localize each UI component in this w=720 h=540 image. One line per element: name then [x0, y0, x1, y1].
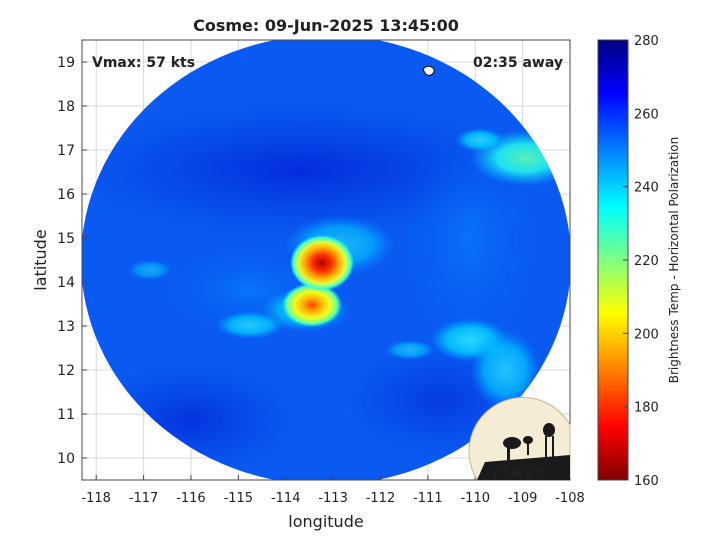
- y-tick-label: 12: [57, 363, 75, 379]
- x-tick-label: -116: [176, 491, 206, 506]
- colorbar-tick-label: 280: [634, 34, 659, 49]
- y-tick-label: 16: [57, 187, 75, 203]
- time-label: 02:35 away: [473, 55, 563, 71]
- colorbar: 280 260 240 220 200 180 160 Brightness Temp - …: [597, 34, 681, 489]
- y-tick-labels: 10 11 12 13 14 15 16 17 18 19: [57, 55, 87, 467]
- x-axis-label: longitude: [288, 512, 363, 531]
- colorbar-tick-label: 160: [634, 474, 659, 489]
- y-tick-label: 11: [57, 407, 75, 423]
- y-tick-label: 13: [57, 319, 75, 335]
- colorbar-tick-label: 220: [634, 254, 659, 269]
- colorbar-tick-label: 200: [634, 327, 659, 342]
- x-tick-label: -108: [555, 491, 585, 506]
- colorbar-label: Brightness Temp - Horizontal Polarizatio…: [667, 137, 681, 384]
- chart-title: Cosme: 09-Jun-2025 13:45:00: [193, 16, 459, 35]
- y-tick-label: 19: [57, 55, 75, 71]
- x-tick-label: -117: [129, 491, 159, 506]
- x-tick-label: -118: [81, 491, 111, 506]
- coastline-island: [422, 65, 435, 76]
- colorbar-tick-label: 180: [634, 401, 659, 416]
- y-tick-label: 18: [57, 99, 75, 115]
- x-tick-label: -111: [413, 491, 443, 506]
- cloud-band: [128, 260, 172, 280]
- y-tick-label: 14: [57, 275, 75, 291]
- x-tick-label: -114: [271, 491, 301, 506]
- logo-silhouette: [477, 423, 570, 480]
- cloud-band: [470, 330, 540, 410]
- y-tick-label: 10: [57, 451, 75, 467]
- x-tick-label: -113: [318, 491, 348, 506]
- vmax-label: Vmax: 57 kts: [92, 55, 195, 71]
- logo-text: CIMSS: [493, 468, 546, 481]
- cloud-band: [455, 128, 505, 152]
- colorbar-tick-label: 260: [634, 107, 659, 122]
- convective-core-primary: [290, 235, 354, 291]
- x-tick-label: -110: [460, 491, 490, 506]
- cimss-logo: CIMSS: [468, 397, 571, 481]
- x-tick-label: -109: [508, 491, 538, 506]
- axes-box: [81, 39, 571, 481]
- cloud-band: [385, 340, 435, 360]
- y-tick-label: 15: [57, 231, 75, 247]
- y-axis-label: latitude: [31, 229, 50, 290]
- colorbar-tick-label: 240: [634, 181, 659, 196]
- convective-core-secondary: [282, 283, 342, 327]
- colorbar-tick-labels: 280 260 240 220 200 180 160: [623, 34, 659, 489]
- y-tick-label: 17: [57, 143, 75, 159]
- x-tick-label: -112: [366, 491, 396, 506]
- x-tick-label: -115: [224, 491, 254, 506]
- x-tick-labels: -118 -117 -116 -115 -114 -113 -112 -111 -110 -109…: [81, 475, 585, 506]
